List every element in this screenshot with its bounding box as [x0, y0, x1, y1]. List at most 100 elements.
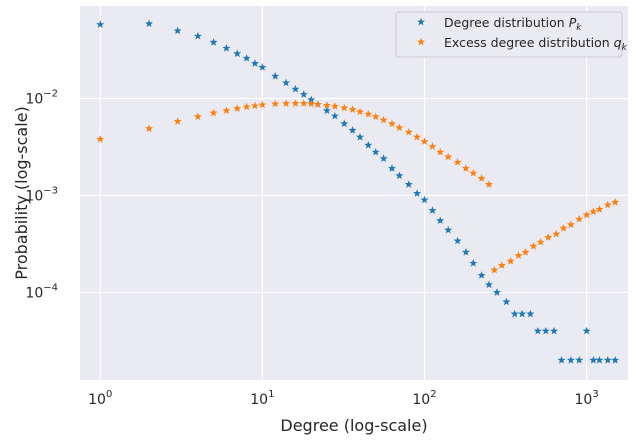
data-point	[330, 111, 339, 120]
data-point	[453, 236, 462, 245]
y-axis-label: Probability (log-scale)	[12, 106, 31, 280]
data-point	[222, 106, 231, 115]
data-point	[299, 99, 308, 107]
data-point	[371, 112, 380, 121]
data-point	[436, 216, 445, 225]
y-tick-label: 10−3	[25, 185, 58, 204]
data-point	[404, 180, 413, 188]
data-point	[485, 180, 493, 188]
data-point	[514, 251, 523, 259]
x-tick-base: 10	[88, 392, 106, 408]
data-point	[313, 100, 322, 108]
data-point	[477, 271, 486, 279]
x-tick-label: 103	[575, 389, 599, 408]
data-point	[589, 207, 598, 216]
data-point	[379, 154, 388, 163]
data-point	[518, 309, 527, 318]
data-point	[526, 309, 535, 318]
data-point	[250, 101, 259, 110]
data-point	[461, 248, 470, 256]
y-tick-label: 10−2	[25, 89, 58, 108]
x-tick-label: 101	[250, 389, 274, 408]
x-axis-label: Degree (log-scale)	[280, 416, 427, 435]
data-point	[364, 141, 373, 149]
data-point	[413, 132, 422, 141]
data-point	[340, 103, 349, 112]
x-tick-base: 10	[412, 392, 430, 408]
data-point	[559, 223, 568, 232]
data-point	[510, 309, 519, 318]
y-tick-base: 10	[25, 188, 43, 204]
data-point	[96, 135, 105, 143]
data-point	[436, 147, 445, 156]
data-point	[502, 297, 511, 306]
legend-marker-excess	[417, 37, 425, 46]
data-point	[595, 356, 604, 364]
data-point	[395, 171, 404, 180]
legend-label-excess-sub: k	[622, 43, 628, 53]
data-point	[477, 174, 486, 182]
legend-marker-degree	[417, 17, 425, 26]
data-point	[603, 200, 612, 209]
data-point	[611, 356, 620, 364]
series-0	[96, 19, 620, 364]
data-point	[566, 356, 575, 364]
data-point	[330, 102, 339, 110]
x-axis-ticks: 100 101 102 103	[88, 389, 599, 408]
data-point	[550, 326, 559, 335]
data-point	[566, 220, 575, 229]
y-tick-exponent: −2	[43, 89, 58, 100]
data-point	[348, 126, 357, 134]
data-point	[258, 63, 267, 71]
data-point	[521, 248, 530, 256]
data-point	[557, 356, 566, 364]
plot-area	[80, 6, 628, 380]
data-point	[444, 225, 453, 234]
data-point	[282, 78, 291, 87]
data-point	[595, 205, 604, 213]
legend-label-excess-text: Excess degree distribution	[444, 35, 614, 50]
data-point	[490, 265, 499, 274]
x-tick-exponent: 0	[106, 389, 112, 400]
data-point	[145, 19, 154, 28]
data-point	[307, 95, 316, 104]
data-point	[96, 20, 105, 28]
data-point	[371, 147, 380, 156]
legend-label-excess-symbol: q	[614, 35, 622, 50]
data-point	[222, 44, 231, 52]
data-point	[541, 326, 550, 335]
data-point	[145, 124, 154, 132]
data-point	[444, 152, 453, 161]
y-tick-label: 10−4	[25, 282, 58, 301]
data-point	[233, 104, 242, 112]
data-point	[461, 164, 470, 172]
x-tick-label: 100	[88, 389, 112, 408]
series-1	[96, 99, 620, 274]
data-point	[485, 280, 493, 289]
data-point	[582, 210, 591, 219]
data-point	[233, 49, 242, 58]
data-point	[533, 326, 542, 335]
data-point	[428, 206, 437, 214]
data-point	[209, 108, 218, 117]
legend-label-degree-sub: k	[576, 23, 582, 33]
data-point	[173, 117, 182, 125]
data-point	[364, 109, 373, 118]
data-point	[355, 132, 364, 141]
data-point	[413, 189, 422, 197]
data-point	[603, 356, 612, 364]
data-point	[536, 237, 545, 246]
data-point	[242, 54, 251, 62]
data-point	[492, 288, 501, 296]
data-point	[575, 356, 584, 364]
data-point	[340, 119, 349, 128]
y-tick-base: 10	[25, 285, 43, 301]
data-point	[322, 101, 331, 109]
y-tick-exponent: −3	[43, 185, 58, 196]
data-marks	[96, 19, 620, 364]
data-point	[420, 137, 429, 145]
data-point	[582, 326, 591, 335]
data-point	[387, 164, 396, 172]
legend: Degree distribution Pk Excess degree dis…	[395, 11, 628, 58]
data-point	[404, 127, 413, 136]
